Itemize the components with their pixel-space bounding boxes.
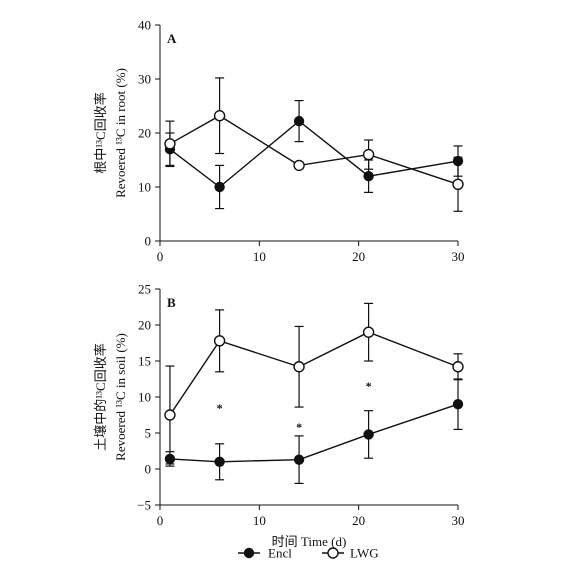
panel-a-series-lwg-point (213, 110, 226, 122)
panel-a-y-tick-label: 20 (138, 126, 151, 141)
panel-b-series-lwg-point (452, 361, 464, 373)
legend: Encl LWG (238, 546, 379, 561)
panel-b-series-encl-point (452, 399, 464, 410)
panel-a-y-tick-label: 40 (138, 18, 151, 33)
panel-b-series-lwg-point (213, 335, 226, 347)
panel-b-x-tick-label: 10 (253, 513, 266, 528)
panel-a-series-encl-point (363, 170, 374, 182)
panel-b-series-encl-line (169, 403, 459, 463)
panel-a-y-tick-label: 0 (145, 234, 152, 249)
panel-a-series-lwg-point (293, 159, 305, 172)
panel-b-y-tick-label: 0 (145, 462, 152, 477)
panel-b-series-lwg-point (293, 361, 305, 373)
panel-b-y-tick-label: 25 (138, 282, 151, 297)
panel-b-series-lwg-point (362, 326, 375, 338)
panel-b-panel-label: B (167, 295, 176, 310)
panel-a-y-label-cn: 根中¹³C回收率 (93, 92, 108, 173)
panel-a-x-tick-label: 20 (352, 249, 365, 264)
panel-b-significance-star: * (217, 401, 223, 415)
panel-b-y-label-cn: 土壤中的¹³C回收率 (93, 343, 108, 450)
panel-a-y-tick-label: 10 (138, 180, 151, 195)
panel-a-series-lwg-point (452, 178, 464, 191)
panel-b-y-label-en: Revoered ¹³C in soil (%) (113, 333, 128, 461)
panel-a-x-tick-label: 30 (452, 249, 465, 264)
panel-b-x-tick-label: 30 (452, 513, 465, 528)
panel-b-y-tick-label: −5 (137, 498, 151, 513)
panel-b-series-encl-point (214, 456, 225, 467)
panel-b-x-tick-label: 20 (352, 513, 365, 528)
panel-b-y-tick-label: 10 (138, 390, 151, 405)
panel-a-chart: 0 10 20 30 40 0 10 20 30 A 根中¹³C回收率 Revoered ¹³C in… (93, 18, 465, 265)
panel-b-y-tick-label: 15 (138, 354, 151, 369)
panel-a-series-lwg-point (362, 148, 375, 161)
panel-a-x-tick-label: 0 (157, 249, 164, 264)
panel-b-series-encl-point (293, 454, 305, 465)
panel-a-y-tick-label: 30 (138, 72, 151, 87)
panel-b-series-lwg-point (164, 409, 176, 421)
panel-b-y-tick-label: 20 (138, 318, 151, 333)
panel-b-series-lwg-line (169, 331, 459, 416)
panel-a-series-encl-line (169, 120, 459, 188)
panel-a-series-lwg-line (169, 114, 459, 185)
panel-b-chart: −5 0 5 10 15 20 25 0 10 20 30 B 土壤中的¹³C回收率 Revoered ¹… (93, 282, 465, 550)
panel-b-x-tick-label: 0 (157, 513, 164, 528)
panel-a-series-encl-point (293, 115, 305, 127)
legend-encl-marker (243, 547, 255, 559)
legend-encl-label: Encl (268, 546, 292, 561)
panel-a-panel-label: A (167, 31, 177, 46)
panel-b-y-tick-label: 5 (145, 426, 152, 441)
legend-lwg-label: LWG (350, 546, 379, 561)
panel-b-significance-star: * (296, 420, 302, 434)
panel-b-significance-star: * (366, 379, 372, 393)
panel-a-series-lwg-point (164, 138, 176, 150)
panel-a-x-tick-label: 10 (253, 249, 266, 264)
legend-lwg-marker (327, 547, 339, 559)
panel-a-series-encl-point (214, 181, 225, 193)
panel-b-series-encl-point (363, 429, 374, 440)
panel-b-x-label: 时间 Time (d) (272, 534, 347, 549)
panel-a-y-label-en: Revoered ¹³C in root (%) (113, 68, 128, 198)
